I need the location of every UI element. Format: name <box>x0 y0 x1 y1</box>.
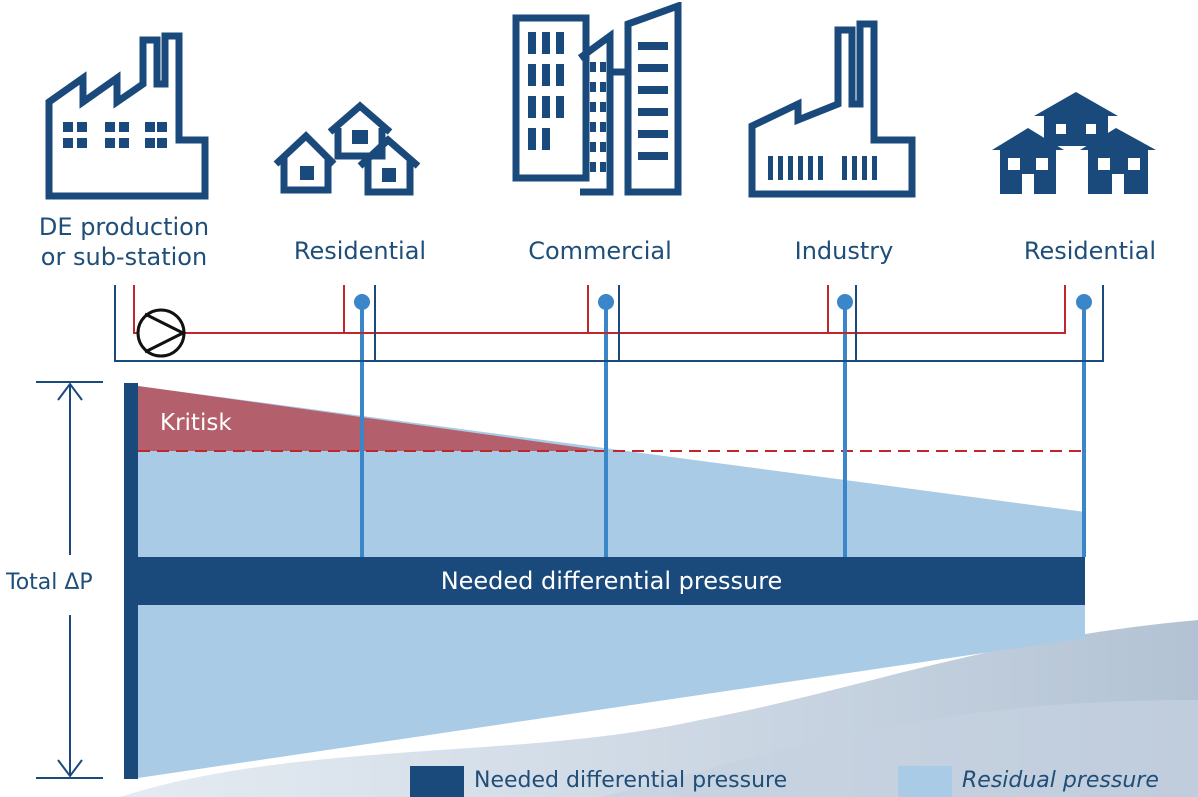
skyscraper-icon <box>512 2 682 196</box>
factory-icon <box>45 32 209 200</box>
needed-pressure-bar <box>138 557 1085 605</box>
label-commercial: Commercial <box>528 237 672 265</box>
total-dp-dimension <box>36 381 103 779</box>
houses-icon <box>273 101 421 196</box>
legend-needed-swatch <box>410 766 464 797</box>
needed-pressure-label: Needed differential pressure <box>440 567 783 595</box>
legend-residual-label: Residual pressure <box>962 768 1159 793</box>
label-industry: Industry <box>794 237 894 265</box>
label-residential-1: Residential <box>293 237 427 265</box>
critical-zone <box>138 386 605 451</box>
industry-icon <box>748 20 916 198</box>
return-pipe <box>114 285 1104 362</box>
label-production-line1: DE production <box>38 213 210 241</box>
apartment-houses-icon <box>992 92 1156 194</box>
label-production: DE production or sub-station <box>14 212 234 272</box>
critical-label: Kritisk <box>160 410 232 436</box>
consumer-taps <box>354 294 1092 557</box>
pump-icon <box>136 308 187 358</box>
label-production-line2: or sub-station <box>40 243 208 271</box>
supply-pipe <box>133 285 1066 334</box>
total-pressure-bar <box>124 383 138 779</box>
legend-residual-swatch <box>898 766 952 797</box>
label-residential-2: Residential <box>1023 237 1157 265</box>
total-dp-label: Total ΔP <box>4 568 95 598</box>
legend-needed-label: Needed differential pressure <box>474 768 788 793</box>
